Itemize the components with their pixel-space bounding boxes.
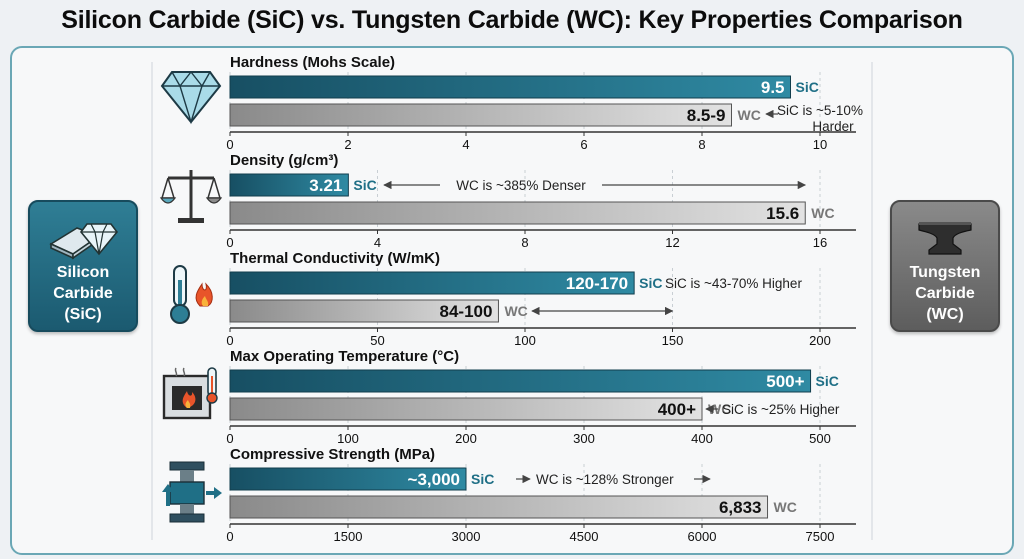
bar-sic	[229, 173, 349, 197]
series-tag-wc: WC	[811, 205, 834, 221]
tick-label: 100	[337, 431, 359, 446]
tick-label: 200	[455, 431, 477, 446]
annotation-text: SiC is ~5-10%	[777, 103, 863, 118]
tick-label: 6000	[688, 529, 717, 544]
panel-title: Thermal Conductivity (W/mK)	[230, 250, 440, 267]
anvil-icon	[918, 222, 972, 255]
bar-wc	[229, 299, 499, 323]
series-tag-sic: SiC	[796, 79, 819, 95]
bar-sic	[229, 369, 812, 393]
value-label-sic: 9.5	[761, 78, 785, 97]
tick-label: 300	[573, 431, 595, 446]
panel-title: Hardness (Mohs Scale)	[230, 54, 395, 71]
sic-crystal-icon	[49, 223, 119, 260]
tick-label: 0	[226, 431, 233, 446]
panel-5: Compressive Strength (MPa) 0 1500 3000 4500 6…	[226, 446, 856, 544]
tick-label: 500	[809, 431, 831, 446]
series-tag-wc: WC	[738, 107, 761, 123]
tick-label: 1500	[334, 529, 363, 544]
tick-label: 12	[665, 235, 679, 250]
value-label-wc: 6,833	[719, 498, 762, 517]
sic-card: Silicon Carbide (SiC)	[28, 200, 138, 332]
annotation-text: WC is ~128% Stronger	[536, 472, 674, 487]
bar-wc	[229, 495, 769, 519]
tick-label: 0	[226, 137, 233, 152]
series-tag-sic: SiC	[353, 177, 376, 193]
value-label-sic: 500+	[766, 372, 804, 391]
panel-title: Max Operating Temperature (°C)	[230, 348, 459, 365]
panel-2: Density (g/cm³) 0 4 8 12 16 3.21 SiC 15.6 WC WC is…	[226, 152, 856, 250]
tick-label: 16	[813, 235, 827, 250]
bar-wc	[229, 201, 806, 225]
panel-3: Thermal Conductivity (W/mK) 0 50 100 150 200 1…	[226, 250, 856, 348]
wc-card: Tungsten Carbide (WC)	[890, 200, 1000, 332]
series-tag-sic: SiC	[471, 471, 494, 487]
page-title: Silicon Carbide (SiC) vs. Tungsten Carbi…	[61, 6, 963, 34]
tick-label: 4	[374, 235, 381, 250]
tick-label: 50	[370, 333, 384, 348]
value-label-wc: 8.5-9	[687, 106, 726, 125]
annotation-text: SiC is ~43-70% Higher	[665, 276, 802, 291]
bar-sic	[229, 271, 635, 295]
balance-scale-icon	[159, 170, 223, 223]
value-label-sic: 3.21	[309, 176, 342, 195]
wc-card-label: Tungsten Carbide (WC)	[909, 264, 981, 323]
tick-label: 8	[698, 137, 705, 152]
diamond-icon	[160, 70, 222, 125]
series-tag-sic: SiC	[816, 373, 839, 389]
tick-label: 2	[344, 137, 351, 152]
tick-label: 3000	[452, 529, 481, 544]
tick-label: 4500	[570, 529, 599, 544]
series-tag-wc: WC	[708, 401, 731, 417]
panel-title: Density (g/cm³)	[230, 152, 338, 169]
tick-label: 200	[809, 333, 831, 348]
tick-label: 6	[580, 137, 587, 152]
panel-1: Hardness (Mohs Scale) 0 2 4 6 8 10 9.5 SiC 8.5-9 W…	[226, 54, 863, 152]
tick-label: 0	[226, 235, 233, 250]
value-label-sic: 120-170	[566, 274, 628, 293]
bar-sic	[229, 467, 467, 491]
annotation-text: WC is ~385% Denser	[456, 178, 586, 193]
value-label-wc: 84-100	[440, 302, 493, 321]
tick-label: 100	[514, 333, 536, 348]
tick-label: 0	[226, 529, 233, 544]
press-icon	[162, 461, 222, 523]
tick-label: 7500	[806, 529, 835, 544]
thermometer-fire-icon	[170, 265, 213, 324]
panel-4: Max Operating Temperature (°C) 0 100 200 300…	[226, 348, 856, 446]
series-tag-sic: SiC	[639, 275, 662, 291]
annotation-text: Harder	[812, 119, 854, 134]
bar-sic	[229, 75, 791, 99]
tick-label: 0	[226, 333, 233, 348]
tick-label: 4	[462, 137, 469, 152]
value-label-sic: ~3,000	[408, 470, 460, 489]
series-tag-wc: WC	[504, 303, 527, 319]
value-label-wc: 400+	[658, 400, 696, 419]
annotation-text: SiC is ~25% Higher	[722, 402, 840, 417]
bar-wc	[229, 103, 732, 127]
tick-label: 150	[662, 333, 684, 348]
tick-label: 400	[691, 431, 713, 446]
tick-label: 10	[813, 137, 827, 152]
bar-wc	[229, 397, 703, 421]
panel-title: Compressive Strength (MPa)	[230, 446, 435, 463]
value-label-wc: 15.6	[766, 204, 799, 223]
sic-card-label: Silicon Carbide (SiC)	[53, 264, 113, 323]
series-tag-wc: WC	[774, 499, 797, 515]
furnace-icon	[162, 367, 218, 420]
tick-label: 8	[521, 235, 528, 250]
